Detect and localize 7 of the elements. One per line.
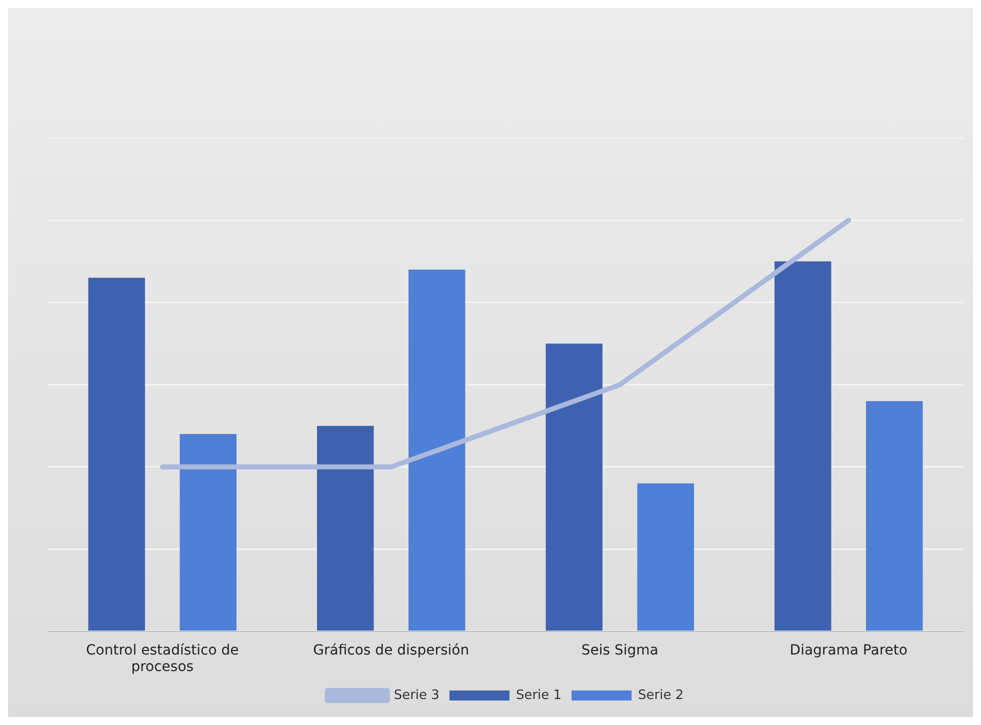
x-tick-label: Control estadístico de procesos — [86, 642, 239, 676]
x-tick-label: Gráficos de dispersión — [313, 642, 470, 658]
legend-label: Serie 3 — [394, 688, 440, 703]
x-tick-label: Diagrama Pareto — [790, 642, 908, 658]
legend-label: Serie 2 — [638, 688, 684, 703]
legend-label: Serie 1 — [516, 688, 562, 703]
x-tick-label: Seis Sigma — [581, 642, 658, 658]
